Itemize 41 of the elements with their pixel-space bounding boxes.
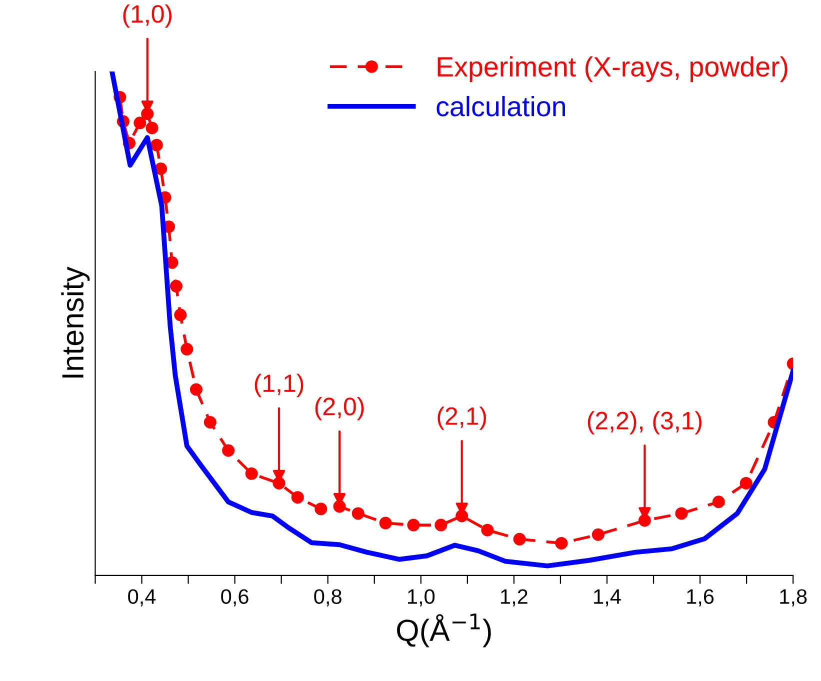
point (675, 507, 688, 520)
point (291, 491, 304, 504)
point (204, 416, 216, 428)
annotation: (2,2), (3,1) (588, 411, 702, 434)
x-tick-label: 1,4 (594, 589, 621, 606)
point (555, 536, 568, 550)
point (314, 502, 328, 516)
point (592, 528, 604, 541)
legend-label: Experiment (X-rays, powder) (438, 56, 788, 82)
point (134, 116, 146, 130)
point (481, 524, 494, 536)
x-axis-title: Q(Å$^{−1}$) (397, 614, 491, 648)
legend-label: calculation (436, 96, 565, 116)
point (352, 507, 364, 520)
annotation: (2,0) (315, 396, 364, 420)
point (170, 280, 182, 292)
y-axis-title: Intensity (61, 266, 90, 378)
point (379, 516, 392, 530)
point (740, 476, 752, 490)
annotation: (2,1) (438, 406, 486, 430)
point (513, 532, 526, 546)
point (174, 308, 187, 322)
annotation: (1,0) (123, 4, 172, 28)
point (146, 122, 158, 134)
point (190, 383, 202, 396)
point (154, 162, 168, 176)
x-tick-label: 1,8 (780, 589, 807, 606)
x-tick-label: 1,0 (408, 589, 435, 606)
x-tick-label: 1,2 (501, 589, 528, 606)
point (222, 444, 235, 457)
point (150, 138, 163, 152)
x-tick-label: 1,6 (687, 589, 714, 606)
point (434, 518, 448, 532)
x-tick-label: 0,8 (314, 589, 342, 606)
x-tick-label: 0,4 (128, 589, 156, 606)
point (407, 518, 420, 532)
annotation: (1,1) (254, 374, 304, 398)
point (180, 342, 194, 356)
x-tick-label: 0,6 (221, 589, 248, 606)
point (245, 467, 258, 480)
point (712, 496, 725, 508)
